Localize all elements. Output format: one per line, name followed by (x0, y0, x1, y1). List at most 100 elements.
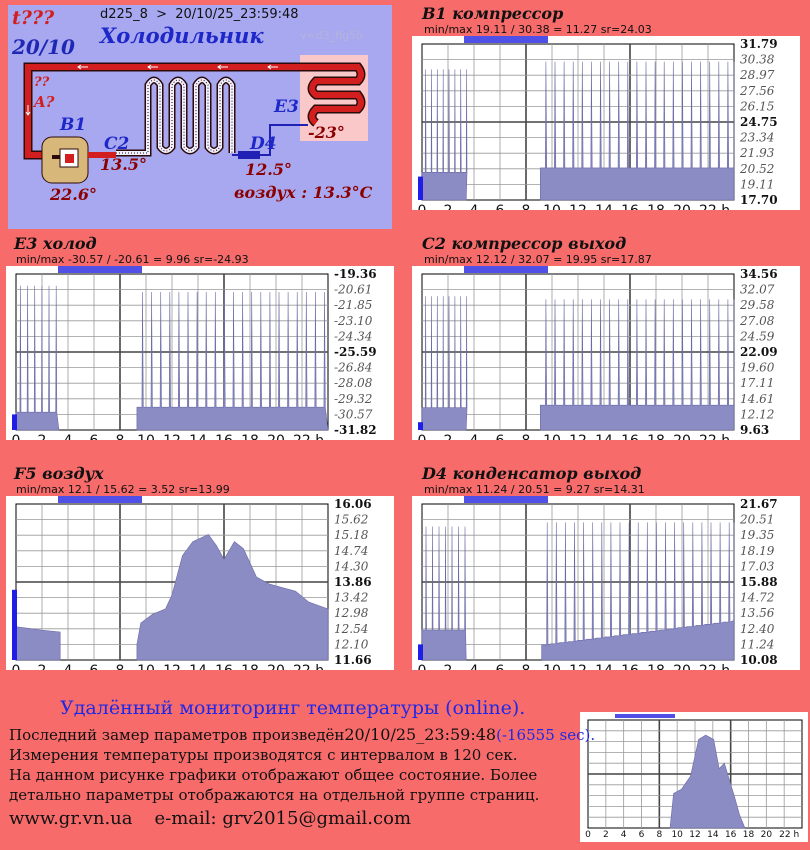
x-tick-label: 8 (656, 830, 662, 840)
x-tick-label: 2 (444, 663, 453, 670)
sensor-B1-value: 22.6° (50, 185, 97, 204)
y-tick-label: 20.52 (739, 162, 774, 176)
footer-title: Удалённый мониторинг температуры (online… (60, 697, 526, 719)
sensor-C2-label: C2 (104, 134, 130, 154)
site-link[interactable]: www.gr.vn.ua (9, 808, 133, 829)
x-tick-label: 4 (64, 433, 73, 440)
y-tick-label: 15.62 (334, 513, 368, 527)
x-tick-label: 10 (137, 433, 155, 440)
y-tick-label: 30.38 (740, 53, 775, 67)
x-tick-label: 8 (116, 433, 125, 440)
chart-svg-thumb: 0 2 4 6 8 10 12 14 16 18 20 22 h (580, 712, 808, 842)
y-tick-label: 24.75 (740, 115, 778, 129)
status-bar (464, 266, 548, 273)
x-tick-label: 0 (12, 663, 21, 670)
y-tick-label: 21.93 (739, 146, 775, 160)
y-tick-label: -20.61 (334, 283, 372, 297)
y-tick-label: 21.67 (740, 497, 778, 511)
y-tick-label: 13.42 (334, 591, 368, 605)
chart-f5-title: F5 воздух (14, 464, 104, 483)
y-tick-label: -23.10 (334, 314, 373, 328)
y-tick-label: 10.08 (740, 653, 778, 667)
x-tick-label: 12 (163, 663, 181, 670)
chart-c2-stats: min/max 12.12 / 32.07 = 19.95 sr=17.87 (424, 253, 652, 266)
y-tick-label: -25.59 (334, 345, 377, 359)
x-tick-label: 0 (418, 433, 427, 440)
footer-contact: www.gr.vn.ua e-mail: grv2015@gmail.com (9, 808, 411, 829)
status-bar (464, 36, 548, 43)
x-tick-label: 2 (603, 830, 609, 840)
x-tick-label: 22 h (699, 203, 730, 210)
filter-dryer (238, 151, 260, 159)
x-tick-label: 12 (689, 830, 700, 840)
chart-e3-stats: min/max -30.57 / -20.61 = 9.96 sr=-24.93 (16, 253, 249, 266)
y-tick-label: 28.97 (739, 68, 775, 82)
data-area-segment (421, 69, 468, 201)
footer-delta: (-16555 sec). (496, 726, 596, 744)
y-tick-label: 17.70 (740, 193, 778, 207)
label-A: A? (34, 93, 55, 111)
x-tick-label: 6 (496, 203, 505, 210)
x-tick-label: 18 (647, 663, 665, 670)
x-tick-label: 0 (585, 830, 591, 840)
level-indicator (418, 422, 423, 430)
x-tick-label: 22 h (293, 433, 324, 440)
x-tick-label: 20 (761, 830, 773, 840)
email-link[interactable]: grv2015@gmail.com (222, 808, 412, 829)
data-area-segment (541, 522, 735, 661)
data-area-segment (136, 291, 329, 431)
y-tick-label: 27.56 (739, 84, 775, 98)
x-tick-label: 10 (671, 830, 683, 840)
air-temperature: воздух : 13.3°C (234, 183, 373, 202)
x-tick-label: 18 (241, 663, 259, 670)
y-tick-label: 12.54 (334, 622, 368, 636)
alarm-indicator: t??? (12, 7, 55, 29)
x-tick-label: 14 (189, 433, 207, 440)
y-tick-label: 15.88 (740, 575, 778, 589)
condenser-coil (116, 76, 236, 157)
footer-line1: Последний замер параметров произведён20/… (9, 725, 595, 744)
sensor-B1-label: B1 (60, 115, 87, 135)
x-tick-label: 12 (569, 433, 587, 440)
chart-e3-title: E3 холод (14, 234, 97, 253)
x-tick-label: 18 (743, 830, 755, 840)
chart-b1-stats: min/max 19.11 / 30.38 = 11.27 sr=24.03 (424, 23, 652, 36)
data-area-segment (421, 526, 467, 661)
y-tick-label: 20.51 (739, 513, 774, 527)
evaporator-coil (309, 64, 364, 126)
x-tick-label: 2 (444, 203, 453, 210)
x-tick-label: 20 (673, 203, 691, 210)
x-tick-label: 0 (418, 663, 427, 670)
y-tick-label: -29.32 (334, 392, 372, 406)
y-tick-label: 29.58 (739, 298, 775, 312)
y-tick-label: 19.35 (740, 528, 774, 542)
x-tick-label: 10 (543, 203, 561, 210)
x-tick-label: 10 (543, 663, 561, 670)
footer-line3: На данном рисунке графики отображают общ… (9, 766, 538, 784)
x-tick-label: 14 (595, 433, 613, 440)
y-tick-label: 12.40 (740, 622, 775, 636)
chart-thumbnail[interactable]: 0 2 4 6 8 10 12 14 16 18 20 22 h (580, 712, 808, 842)
flow-arrows (25, 64, 278, 116)
x-tick-label: 2 (444, 433, 453, 440)
y-tick-label: 23.34 (739, 131, 774, 145)
question-marks: ?? (34, 75, 50, 90)
y-tick-label: 24.59 (739, 329, 775, 343)
sensor-C2-value: 13.5° (100, 155, 147, 174)
x-tick-label: 8 (522, 663, 531, 670)
data-area-segment (540, 299, 735, 431)
y-tick-label: 11.24 (740, 637, 774, 651)
y-tick-label: -26.84 (334, 361, 372, 375)
y-tick-label: -24.34 (334, 329, 372, 343)
x-tick-label: 6 (496, 663, 505, 670)
x-tick-label: 22 h (699, 663, 730, 670)
y-tick-label: 31.79 (740, 37, 778, 51)
y-tick-label: -31.82 (334, 423, 377, 437)
x-tick-label: 10 (137, 663, 155, 670)
y-tick-label: -28.08 (334, 376, 373, 390)
